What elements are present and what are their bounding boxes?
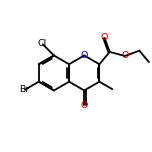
Text: Br: Br [19,85,30,94]
Text: O: O [101,33,108,42]
Text: O: O [81,101,88,110]
Text: O: O [81,51,88,60]
Text: Cl: Cl [37,39,47,48]
Text: O: O [121,52,129,60]
